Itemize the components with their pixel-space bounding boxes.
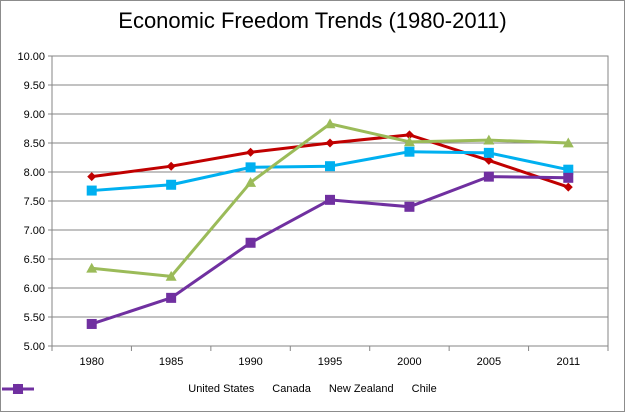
y-tick-label: 7.50 <box>24 196 45 208</box>
y-tick-label: 6.50 <box>24 254 45 266</box>
data-point-chile <box>483 171 494 182</box>
y-tick-label: 6.00 <box>24 283 45 295</box>
series-united-states <box>87 130 573 192</box>
data-point-chile <box>245 237 256 248</box>
data-point-united-states <box>563 182 573 192</box>
data-point-united-states <box>325 138 335 148</box>
data-point-chile <box>325 194 335 205</box>
series-chile <box>86 171 574 329</box>
data-point-new-zealand <box>562 137 574 148</box>
data-point-united-states <box>484 155 494 165</box>
legend: United States Canada New Zealand Chile <box>0 383 625 395</box>
x-tick-label: 1990 <box>238 356 262 368</box>
data-point-chile <box>563 172 574 183</box>
series-canada <box>86 146 574 196</box>
x-tick-label: 1995 <box>318 356 342 368</box>
y-tick-label: 9.50 <box>24 80 45 92</box>
y-tick-label: 5.50 <box>24 312 45 324</box>
x-tick-label: 1985 <box>159 356 183 368</box>
data-point-united-states <box>404 130 414 140</box>
y-tick-label: 9.00 <box>24 109 45 121</box>
data-point-canada <box>166 179 177 190</box>
data-point-canada <box>325 161 335 172</box>
x-tick-label: 2005 <box>477 356 501 368</box>
y-tick-label: 7.00 <box>24 225 45 237</box>
y-tick-label: 8.50 <box>24 138 45 150</box>
x-tick-label: 2000 <box>397 356 421 368</box>
data-point-canada <box>563 164 574 175</box>
data-point-canada <box>483 147 494 158</box>
x-axis: 1980 1985 1990 1995 2000 2005 2011 <box>51 346 609 368</box>
data-point-united-states <box>87 172 97 182</box>
legend-label: Chile <box>411 383 437 395</box>
grid-lines <box>51 55 609 347</box>
data-point-new-zealand <box>403 136 415 147</box>
data-point-new-zealand <box>86 262 98 273</box>
legend-label: United States <box>188 383 255 395</box>
legend-item-new-zealand: New Zealand <box>2 383 394 395</box>
legend-label: New Zealand <box>328 383 394 395</box>
data-point-canada <box>404 146 415 157</box>
x-tick-label: 1980 <box>79 356 103 368</box>
legend-item-canada: Canada <box>2 383 311 395</box>
series-new-zealand <box>86 118 574 281</box>
series-layer <box>86 118 574 329</box>
y-axis: 5.00 5.50 6.00 6.50 7.00 7.50 8.00 8.50 9.00 9.50… <box>17 51 52 353</box>
x-tick-label: 2011 <box>556 356 580 368</box>
legend-label: Canada <box>272 383 311 395</box>
data-point-new-zealand <box>245 176 257 187</box>
legend-marker <box>13 384 23 394</box>
chart-title: Economic Freedom Trends (1980-2011) <box>118 8 507 33</box>
y-tick-label: 5.00 <box>24 341 45 353</box>
data-point-new-zealand <box>483 134 495 145</box>
data-point-chile <box>166 292 177 303</box>
y-tick-label: 8.00 <box>24 167 45 179</box>
legend-item-united-states: United States <box>2 383 255 395</box>
data-point-new-zealand <box>324 118 336 129</box>
data-point-united-states <box>246 147 256 157</box>
legend-item-chile: Chile <box>2 383 437 395</box>
legend-swatch <box>2 384 34 394</box>
y-tick-label: 10.00 <box>17 51 45 63</box>
data-point-chile <box>86 318 97 329</box>
data-point-united-states <box>166 161 176 171</box>
data-point-chile <box>404 201 415 212</box>
data-point-canada <box>245 162 256 173</box>
data-point-new-zealand <box>165 270 177 281</box>
data-point-canada <box>86 185 97 196</box>
